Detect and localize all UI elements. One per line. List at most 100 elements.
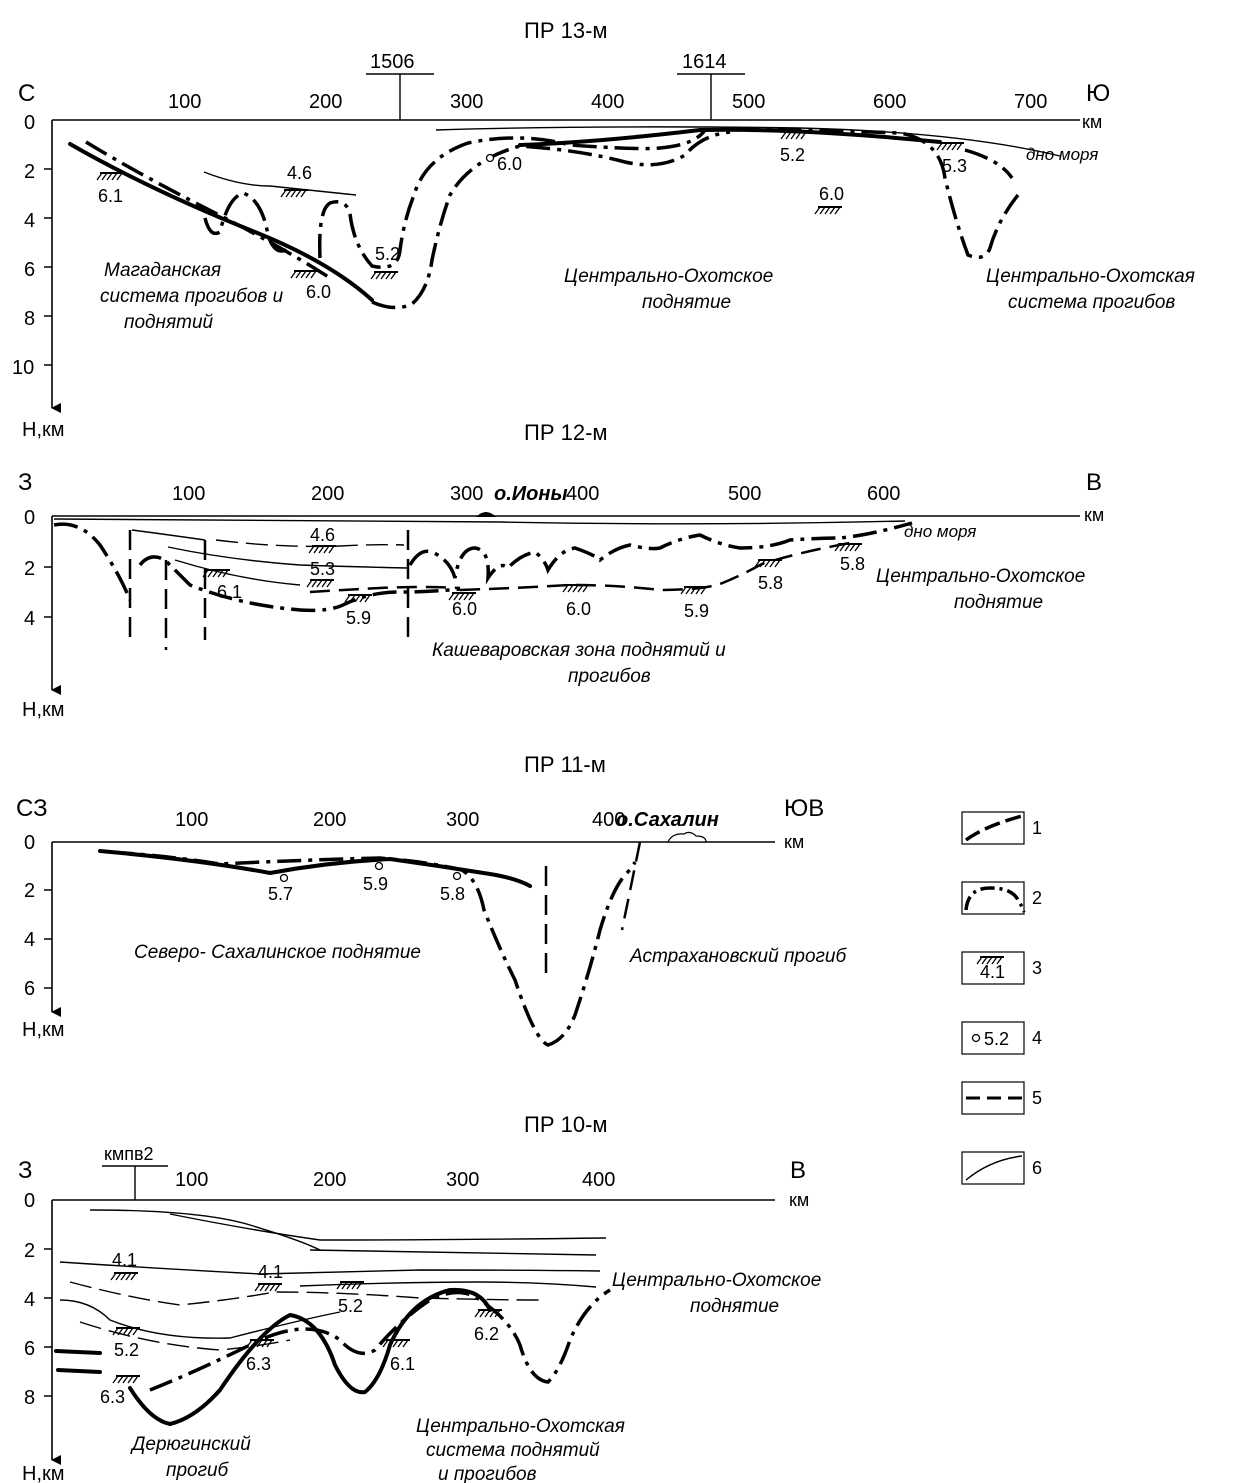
refractor-marker: [308, 545, 337, 554]
refractor-marker: [112, 1375, 141, 1384]
horizon-line: [169, 1213, 607, 1241]
legend-item-4: 5.2 4: [961, 1021, 1042, 1055]
region-label: поднятие: [690, 1296, 779, 1317]
x-tick: 600: [867, 483, 900, 505]
region-label: Кашеваровская зона поднятий и: [432, 640, 726, 661]
y-tick: 0: [24, 1190, 35, 1212]
y-tick: 4: [24, 210, 35, 232]
velocity-point: [374, 861, 384, 871]
x-tick: 300: [450, 483, 483, 505]
y-tick: 8: [24, 308, 35, 330]
velocity-value: 5.2: [114, 1340, 139, 1360]
x-tick: 400: [566, 483, 599, 505]
velocity-value: 6.2: [474, 1324, 499, 1344]
horizon-line: [203, 171, 357, 196]
x-tick: 300: [446, 1169, 479, 1191]
island-icon: [667, 831, 707, 843]
refractor-marker: [336, 1281, 365, 1290]
velocity-point: [279, 873, 289, 883]
velocity-value: 6.0: [306, 282, 331, 302]
horizon-line: [299, 1281, 597, 1288]
region-label: поднятие: [954, 592, 1043, 613]
y-tick: 4: [24, 929, 35, 951]
direction-left: З: [18, 1157, 33, 1184]
y-tick: 0: [24, 112, 35, 134]
legend: 1 2 4.1 3 5.2 4 5 6: [961, 811, 1042, 1185]
region-label: прогибов: [568, 666, 651, 687]
region-label: прогиб: [166, 1460, 230, 1481]
region-label: Астрахановский прогиб: [629, 946, 847, 967]
boundary-line: [317, 127, 1020, 269]
seafloor-line: [53, 518, 906, 525]
distance-unit: км: [1084, 505, 1104, 525]
refractor-marker: [202, 569, 231, 578]
island-label: о.Сахалин: [616, 809, 719, 831]
x-tick: 200: [313, 1169, 346, 1191]
boundary-line: [138, 555, 461, 613]
boundary-line: [149, 1288, 611, 1392]
y-tick: 10: [12, 357, 34, 379]
refractor-marker: [290, 270, 319, 279]
refractor-marker: [370, 271, 399, 280]
direction-right: Ю: [1086, 80, 1110, 107]
direction-left: З: [18, 469, 33, 496]
legend-number: 6: [1032, 1158, 1042, 1178]
direction-right: В: [1086, 469, 1102, 496]
velocity-value: 6.0: [497, 154, 522, 174]
boundary-line: [109, 850, 637, 1047]
velocity-value: 5.8: [758, 573, 783, 593]
profile-title: ПР 11-м: [524, 752, 606, 777]
horizon-line: [59, 1261, 601, 1275]
region-label: поднятий: [124, 312, 214, 333]
region-label: Центрально-Охотское: [876, 566, 1085, 587]
fault-line: [620, 841, 642, 931]
horizon-line: [309, 1249, 597, 1256]
horizon-dashed: [79, 1321, 291, 1351]
refractor-marker: [936, 142, 965, 151]
profile-title: ПР 12-м: [524, 420, 608, 445]
station-marker: [366, 73, 434, 120]
horizon-line: [131, 529, 206, 541]
station-label: 1506: [370, 51, 415, 73]
horizon-line: [59, 1299, 341, 1339]
velocity-value: 6.3: [246, 1354, 271, 1374]
velocity-value: 5.8: [440, 884, 465, 904]
horizon-dashed: [69, 1281, 541, 1306]
x-tick: 500: [728, 483, 761, 505]
velocity-value: 4.6: [287, 163, 312, 183]
refractor-marker: [280, 189, 309, 198]
x-tick: 500: [732, 91, 765, 113]
profile-11: ПР 11-м СЗ ЮВ км Н,км 100 200 300 400 0 …: [16, 752, 847, 1047]
region-label: поднятие: [642, 292, 731, 313]
y-tick: 2: [24, 880, 35, 902]
region-label: и прогибов: [438, 1464, 537, 1483]
depth-unit: Н,км: [22, 1019, 65, 1041]
y-tick: 8: [24, 1387, 35, 1409]
region-label: система прогибов и: [100, 286, 284, 307]
x-tick: 200: [309, 91, 342, 113]
x-tick: 400: [582, 1169, 615, 1191]
x-tick: 300: [450, 91, 483, 113]
region-label: Дерюгинский: [130, 1434, 251, 1455]
x-tick: 100: [172, 483, 205, 505]
direction-left: С: [18, 80, 35, 107]
refractor-marker: [306, 579, 335, 588]
velocity-value: 4.1: [258, 1262, 283, 1282]
velocity-value: 5.7: [268, 884, 293, 904]
velocity-value: 6.3: [100, 1387, 125, 1407]
x-tick: 200: [313, 809, 346, 831]
direction-right: ЮВ: [784, 795, 824, 822]
region-label: Центрально-Охотское: [612, 1270, 821, 1291]
depth-unit: Н,км: [22, 1463, 65, 1483]
velocity-value: 4.6: [310, 525, 335, 545]
boundary-line: [53, 522, 132, 601]
velocity-value: 6.0: [819, 184, 844, 204]
station-label: 1614: [682, 51, 727, 73]
velocity-value: 6.0: [566, 599, 591, 619]
velocity-value: 6.1: [217, 582, 242, 602]
velocity-value: 6.1: [390, 1354, 415, 1374]
region-label: Магаданская: [104, 260, 221, 281]
x-tick: 600: [873, 91, 906, 113]
refractor-marker: [110, 1272, 139, 1281]
